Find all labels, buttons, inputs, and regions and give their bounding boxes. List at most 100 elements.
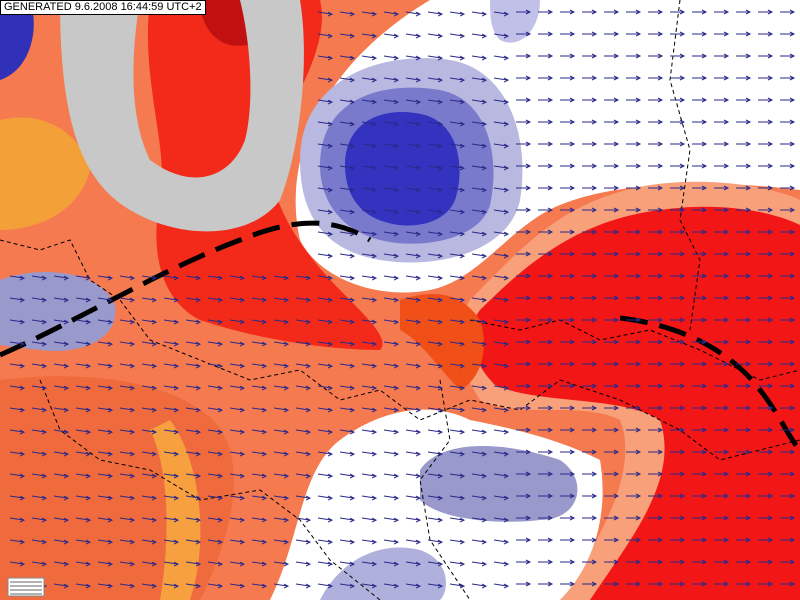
wind-arrow [427,539,444,545]
wind-arrow [648,361,664,367]
wind-arrow [758,31,774,37]
wind-arrow [780,273,796,279]
wind-arrow [361,275,378,281]
wind-arrow [714,339,730,345]
wind-arrow [493,473,510,479]
wind-arrow [692,361,708,367]
wind-arrow [471,473,488,479]
wind-arrow [383,473,400,479]
wind-arrow [31,363,48,369]
wind-arrow [185,429,202,435]
wind-arrow [317,539,334,545]
wind-arrow [295,561,312,567]
wind-arrow [317,121,334,127]
wind-arrow [516,493,532,499]
wind-arrow [229,363,246,369]
wind-arrow [383,77,400,83]
wind-arrow [97,275,114,281]
wind-arrow [780,537,796,543]
wind-arrow [516,471,532,477]
wind-arrow [361,231,378,237]
wind-arrow [736,317,752,323]
wind-arrow [295,429,312,435]
wind-arrow [736,273,752,279]
wind-arrow [207,341,224,347]
wind-arrow [538,559,554,565]
wind-arrow [516,295,532,301]
wind-arrow [648,207,664,213]
wind-arrow [714,493,730,499]
wind-arrow [97,385,114,391]
wind-arrow [383,275,400,281]
wind-arrow [295,495,312,501]
wind-arrow [626,339,642,345]
wind-arrow [780,185,796,191]
wind-arrow [736,97,752,103]
wind-arrow [449,253,466,259]
wind-arrow [317,55,334,61]
wind-arrow [670,163,686,169]
wind-arrow [53,341,70,347]
wind-arrow [560,383,576,389]
wind-arrow [53,385,70,391]
wind-arrow [9,319,26,325]
wind-arrow [273,517,290,523]
wind-arrow [516,251,532,257]
wind-arrow [427,297,444,303]
wind-arrow [516,361,532,367]
wind-arrow [207,495,224,501]
wind-arrow [405,385,422,391]
wind-arrow [427,341,444,347]
wind-arrow [471,143,488,149]
wind-arrow [229,297,246,303]
front-line [619,315,800,452]
wind-arrow [626,493,642,499]
wind-arrow [604,97,620,103]
wind-arrow [141,561,158,567]
wind-arrow [229,319,246,325]
wind-arrow [339,275,356,281]
wind-arrow [736,427,752,433]
wind-arrow [9,385,26,391]
wind-arrow [780,251,796,257]
wind-arrow [9,407,26,413]
wind-arrow [471,77,488,83]
wind-arrow [560,427,576,433]
wind-arrow [207,363,224,369]
wind-arrow [295,275,312,281]
wind-arrow [273,539,290,545]
wind-arrow [119,451,136,457]
wind-arrow [449,363,466,369]
wind-arrow [758,361,774,367]
wind-arrow [339,539,356,545]
wind-arrow [31,451,48,457]
wind-arrow [405,583,422,589]
wind-arrow [273,275,290,281]
wind-arrow [538,405,554,411]
wind-arrow [736,339,752,345]
wind-arrow [75,539,92,545]
orange-patch [0,117,90,230]
wind-arrow [449,209,466,215]
wind-arrow [780,559,796,565]
wind-arrow [736,163,752,169]
wind-arrow [538,295,554,301]
wind-arrow [471,209,488,215]
wind-arrow [317,99,334,105]
wind-arrow [97,473,114,479]
wind-arrow [163,473,180,479]
wind-arrow [626,31,642,37]
wind-arrow [97,583,114,589]
wind-arrow [582,449,598,455]
wind-arrow [648,141,664,147]
wind-arrow [692,207,708,213]
wind-arrow [736,581,752,587]
wind-arrow [516,163,532,169]
wind-arrow [405,495,422,501]
wind-arrow [273,341,290,347]
wind-arrow [449,11,466,17]
wind-arrow [449,165,466,171]
wind-arrow [317,451,334,457]
wind-arrow [339,407,356,413]
wind-arrow [648,383,664,389]
